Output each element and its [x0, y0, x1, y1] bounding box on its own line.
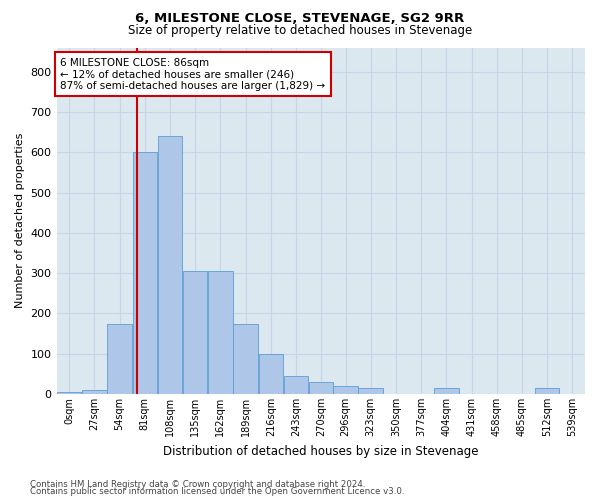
Text: Contains HM Land Registry data © Crown copyright and database right 2024.: Contains HM Land Registry data © Crown c…: [30, 480, 365, 489]
X-axis label: Distribution of detached houses by size in Stevenage: Distribution of detached houses by size …: [163, 444, 479, 458]
Text: 6, MILESTONE CLOSE, STEVENAGE, SG2 9RR: 6, MILESTONE CLOSE, STEVENAGE, SG2 9RR: [136, 12, 464, 26]
Bar: [107, 324, 132, 394]
Y-axis label: Number of detached properties: Number of detached properties: [15, 133, 25, 308]
Bar: [284, 376, 308, 394]
Text: Size of property relative to detached houses in Stevenage: Size of property relative to detached ho…: [128, 24, 472, 37]
Bar: [82, 390, 107, 394]
Bar: [233, 324, 258, 394]
Bar: [133, 152, 157, 394]
Text: Contains public sector information licensed under the Open Government Licence v3: Contains public sector information licen…: [30, 487, 404, 496]
Bar: [333, 386, 358, 394]
Bar: [309, 382, 334, 394]
Bar: [259, 354, 283, 394]
Bar: [208, 271, 233, 394]
Bar: [158, 136, 182, 394]
Bar: [57, 392, 82, 394]
Bar: [434, 388, 458, 394]
Text: 6 MILESTONE CLOSE: 86sqm
← 12% of detached houses are smaller (246)
87% of semi-: 6 MILESTONE CLOSE: 86sqm ← 12% of detach…: [60, 58, 325, 91]
Bar: [358, 388, 383, 394]
Bar: [535, 388, 559, 394]
Bar: [183, 271, 208, 394]
